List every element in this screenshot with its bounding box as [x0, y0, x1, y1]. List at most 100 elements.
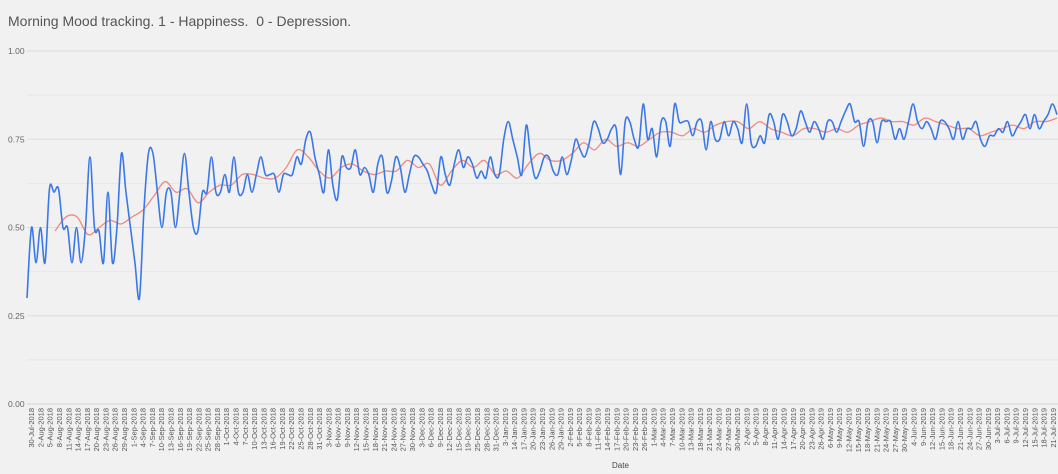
x-tick-label: 26-Feb-2019 [640, 408, 649, 451]
x-tick-label: 12-Jun-2019 [928, 408, 937, 450]
x-tick-label: 20-Apr-2019 [798, 408, 807, 450]
x-axis-title: Date [612, 461, 629, 470]
x-tick-label: 22-Oct-2018 [287, 408, 296, 450]
x-tick-label: 24-May-2019 [882, 408, 891, 452]
y-tick-label: 0.25 [8, 311, 25, 321]
x-tick-label: 4-Sep-2018 [139, 408, 148, 447]
x-tick-label: 13-Sep-2018 [166, 408, 175, 451]
x-tick-label: 4-Jun-2019 [910, 408, 919, 446]
x-tick-label: 23-Feb-2019 [631, 408, 640, 451]
y-tick-label: 0.75 [8, 134, 25, 144]
x-tick-label: 1-Sep-2018 [129, 408, 138, 447]
x-tick-label: 13-Mar-2019 [687, 408, 696, 451]
x-tick-label: 20-Aug-2018 [92, 408, 101, 451]
x-tick-label: 7-Oct-2018 [241, 408, 250, 446]
x-tick-label: 5-Apr-2019 [752, 408, 761, 446]
x-tick-label: 15-Dec-2018 [454, 408, 463, 451]
x-tick-label: 30-Jul-2018 [27, 408, 36, 448]
x-tick-label: 25-Sep-2018 [204, 408, 213, 451]
x-tick-label: 12-Nov-2018 [352, 408, 361, 451]
y-axis: 0.00 0.25 0.50 0.75 1.00 [8, 46, 25, 409]
x-tick-label: 28-Sep-2018 [213, 408, 222, 451]
x-tick-label: 11-Apr-2019 [770, 408, 779, 449]
x-tick-label: 14-Apr-2019 [779, 408, 788, 450]
x-tick-label: 28-Dec-2018 [482, 408, 491, 451]
x-tick-label: 21-May-2019 [872, 408, 881, 452]
x-tick-label: 18-Jul-2019 [1040, 408, 1049, 448]
x-tick-label: 4-Mar-2019 [659, 408, 668, 447]
x-tick-label: 19-Sep-2018 [185, 408, 194, 451]
x-tick-label: 9-Dec-2018 [436, 408, 445, 447]
x-tick-label: 27-Nov-2018 [399, 408, 408, 451]
x-tick-label: 13-Oct-2018 [259, 408, 268, 450]
x-tick-label: 12-May-2019 [845, 408, 854, 452]
x-tick-label: 20-Feb-2019 [622, 408, 631, 451]
x-tick-label: 6-May-2019 [826, 408, 835, 448]
x-tick-label: 19-Dec-2018 [464, 408, 473, 451]
x-axis: 30-Jul-2018 2-Aug-2018 5-Aug-2018 8-Aug-201… [27, 408, 1058, 452]
x-tick-label: 11-Aug-2018 [64, 408, 73, 451]
x-tick-label: 5-Feb-2019 [575, 408, 584, 447]
x-tick-label: 21-Jul-2019 [1049, 408, 1058, 448]
x-tick-label: 28-Oct-2018 [306, 408, 315, 450]
x-tick-label: 18-Nov-2018 [371, 408, 380, 451]
x-tick-label: 23-Jan-2019 [538, 408, 547, 450]
x-tick-label: 30-Jun-2019 [984, 408, 993, 450]
x-tick-label: 7-Mar-2019 [668, 408, 677, 447]
x-tick-label: 9-May-2019 [835, 408, 844, 448]
x-tick-label: 27-Jun-2019 [975, 408, 984, 450]
x-tick-label: 10-Oct-2018 [250, 408, 259, 450]
x-tick-label: 22-Sep-2018 [194, 408, 203, 451]
x-tick-label: 18-May-2019 [863, 408, 872, 452]
x-tick-label: 3-Jan-2019 [501, 408, 510, 446]
x-tick-label: 17-Jan-2019 [519, 408, 528, 450]
x-tick-label: 12-Jul-2019 [1021, 408, 1030, 448]
x-tick-label: 24-Jun-2019 [965, 408, 974, 450]
x-tick-label: 9-Nov-2018 [343, 408, 352, 447]
mood-line [26, 102, 1058, 301]
x-tick-label: 23-Apr-2019 [807, 408, 816, 450]
x-tick-label: 25-Oct-2018 [297, 408, 306, 450]
x-tick-label: 3-Dec-2018 [417, 408, 426, 447]
x-tick-label: 14-Feb-2019 [603, 408, 612, 451]
x-tick-label: 1-Mar-2019 [649, 408, 658, 447]
y-tick-label: 0.50 [8, 223, 25, 233]
x-tick-label: 6-Nov-2018 [334, 408, 343, 447]
x-tick-label: 6-Jul-2019 [1002, 408, 1011, 443]
x-tick-label: 16-Oct-2018 [269, 408, 278, 450]
x-tick-label: 17-Apr-2019 [789, 408, 798, 450]
x-tick-label: 3-Jul-2019 [993, 408, 1002, 443]
x-tick-label: 2-Feb-2019 [566, 408, 575, 447]
x-tick-label: 30-Nov-2018 [408, 408, 417, 451]
x-tick-label: 16-Sep-2018 [176, 408, 185, 451]
x-tick-label: 10-Sep-2018 [157, 408, 166, 451]
x-tick-label: 21-Nov-2018 [380, 408, 389, 451]
x-tick-label: 3-Nov-2018 [324, 408, 333, 447]
gridlines [27, 50, 1058, 405]
x-tick-label: 15-Jun-2019 [937, 408, 946, 450]
x-tick-label: 10-Mar-2019 [677, 408, 686, 451]
series-lines [26, 102, 1058, 301]
x-tick-label: 24-Nov-2018 [389, 408, 398, 451]
y-tick-label: 1.00 [8, 46, 25, 56]
x-tick-label: 2-Aug-2018 [36, 408, 45, 447]
x-tick-label: 15-Jul-2019 [1030, 408, 1039, 448]
x-tick-label: 21-Jun-2019 [956, 408, 965, 450]
x-tick-label: 12-Dec-2018 [445, 408, 454, 451]
x-tick-label: 19-Oct-2018 [278, 408, 287, 450]
x-tick-label: 18-Jun-2019 [947, 408, 956, 450]
x-tick-label: 15-Nov-2018 [362, 408, 371, 451]
y-tick-label: 0.00 [8, 399, 25, 409]
x-tick-label: 31-Dec-2018 [492, 408, 501, 451]
x-tick-label: 8-Feb-2019 [584, 408, 593, 447]
x-tick-label: 23-Aug-2018 [101, 408, 110, 451]
trend-line [54, 117, 1058, 236]
x-tick-label: 29-Jan-2019 [557, 408, 566, 450]
x-tick-label: 26-Jan-2019 [547, 408, 556, 450]
x-tick-label: 8-Aug-2018 [55, 408, 64, 447]
x-tick-label: 30-May-2019 [900, 408, 909, 452]
x-tick-label: 27-May-2019 [891, 408, 900, 452]
x-tick-label: 8-Apr-2019 [761, 408, 770, 446]
x-tick-label: 21-Mar-2019 [705, 408, 714, 451]
